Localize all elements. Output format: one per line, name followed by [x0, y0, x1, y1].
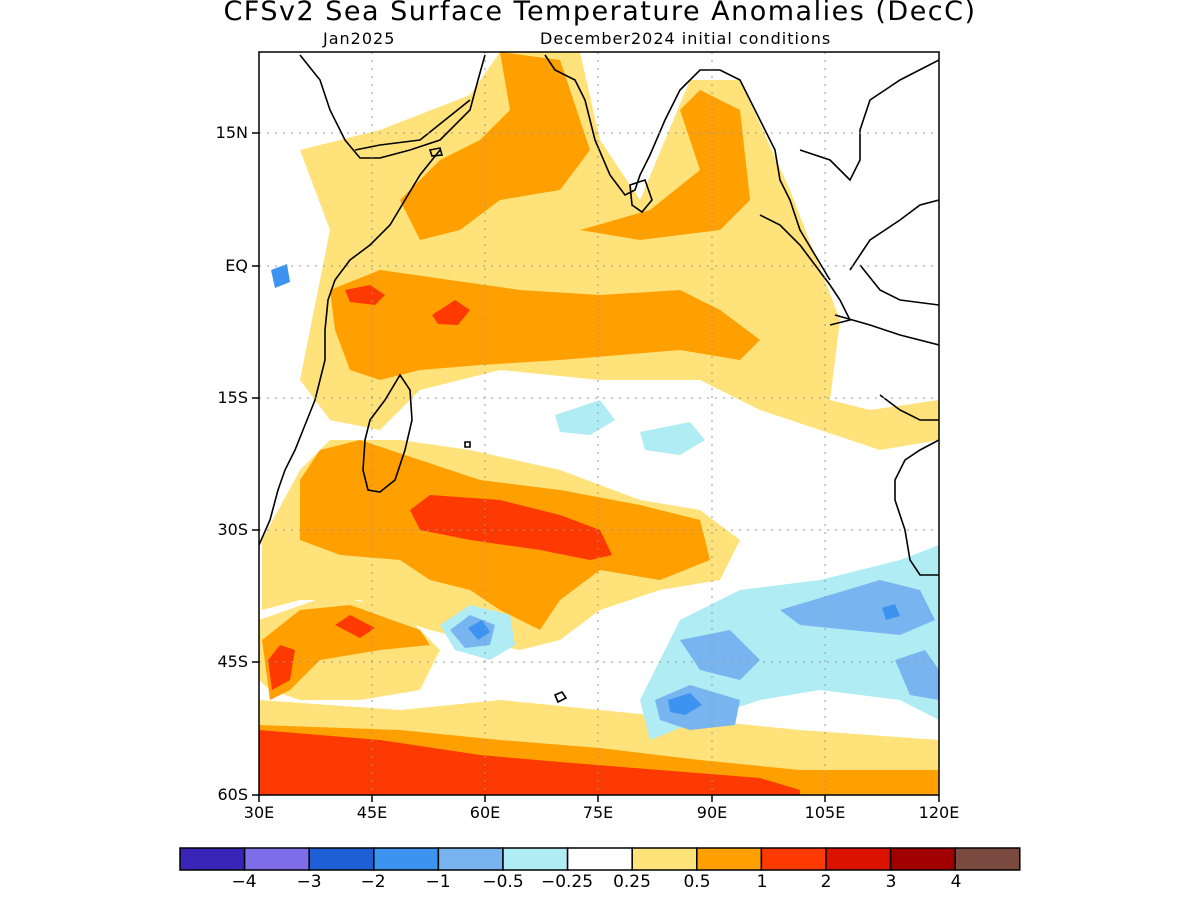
chart-title: CFSv2 Sea Surface Temperature Anomalies … [223, 0, 977, 27]
colorbar-swatch [243, 847, 310, 871]
lat-label-15s: 15S [217, 388, 248, 407]
dark-blue-spot [668, 693, 702, 715]
coast-java [834, 314, 939, 346]
cool-region-mid-1 [555, 400, 615, 435]
colorbar-label: −0.5 [482, 872, 524, 892]
red-south-west [268, 645, 295, 690]
coast-sumatra [759, 214, 852, 326]
lat-label-15n: 15N [215, 123, 248, 142]
forecast-month: Jan2025 [323, 29, 396, 48]
coast-australia [894, 439, 939, 576]
grid [259, 52, 939, 795]
colorbar-label: −2 [360, 872, 386, 892]
blue-region-east [895, 650, 939, 700]
red-equatorial-west [345, 285, 385, 305]
initial-conditions-label: December2024 initial conditions [540, 29, 832, 48]
lon-label-105e: 105E [804, 803, 846, 822]
lon-label-75e: 75E [582, 803, 614, 822]
lon-label-60e: 60E [469, 803, 501, 822]
colorbar-swatch [373, 847, 440, 871]
colorbar-swatch [696, 847, 763, 871]
lat-label-45s: 45S [217, 652, 248, 671]
colorbar-label: −4 [231, 872, 257, 892]
coast-indochina [799, 59, 939, 182]
coast-borneo-malay [849, 199, 939, 306]
orange-arabian-sea [400, 52, 590, 240]
colorbar-label: −1 [425, 872, 451, 892]
colorbar-swatch [825, 847, 892, 871]
colorbar-swatch [631, 847, 698, 871]
cool-region-mid-2 [640, 422, 705, 455]
dark-blue-coast [271, 264, 290, 288]
map-field [259, 52, 939, 795]
colorbar-label: −3 [296, 872, 322, 892]
red-subtropical [410, 495, 612, 560]
coast-india [544, 54, 831, 281]
map-frame [258, 51, 940, 796]
colorbar-swatch [566, 847, 633, 871]
colorbar-swatch [889, 847, 956, 871]
colorbar-label: 0.5 [683, 872, 711, 892]
dark-blue-spot-3 [882, 604, 900, 620]
coast-madagascar [362, 373, 413, 493]
blue-region-southeast-2 [680, 630, 760, 680]
lat-label-eq: EQ [225, 256, 248, 275]
lon-label-120e: 120E [918, 803, 960, 822]
axis-ticks [252, 132, 940, 802]
orange-equatorial [330, 270, 760, 380]
blue-region-southeast-1 [780, 580, 935, 635]
coast-australia-nw [879, 394, 939, 421]
colorbar-swatch [502, 847, 569, 871]
coastlines [259, 54, 939, 704]
dark-blue-spot-2 [468, 620, 490, 640]
colorbar-label: 4 [950, 872, 962, 892]
lon-label-90e: 90E [696, 803, 728, 822]
colorbar-swatch [179, 847, 246, 871]
red-equatorial-spot [432, 300, 470, 325]
colorbar-swatch [437, 847, 504, 871]
coast-east-africa [259, 149, 441, 546]
colorbar-label: −0.25 [540, 872, 594, 892]
red-south-spot [335, 615, 375, 638]
colorbar-swatch [308, 847, 375, 871]
lat-label-30s: 30S [217, 520, 248, 539]
coast-arabia-east [354, 99, 471, 151]
coast-sri-lanka [629, 178, 653, 214]
red-southern-band [259, 730, 800, 795]
orange-south [262, 605, 430, 700]
lat-label-60s: 60S [217, 785, 248, 804]
colorbar-label: 0.25 [613, 872, 651, 892]
colorbar-swatch [954, 847, 1021, 871]
colorbar-swatch [760, 847, 827, 871]
island-socotra [428, 147, 444, 157]
colorbar-label: 1 [756, 872, 768, 892]
colorbar-label: 2 [820, 872, 832, 892]
lon-label-30e: 30E [243, 803, 275, 822]
lon-label-45e: 45E [356, 803, 388, 822]
colorbar-label: 3 [885, 872, 897, 892]
coast-africa-arabia [299, 54, 486, 159]
island-reunion [464, 441, 471, 448]
island-kerguelen [553, 691, 568, 704]
orange-bay-of-bengal [580, 90, 750, 240]
